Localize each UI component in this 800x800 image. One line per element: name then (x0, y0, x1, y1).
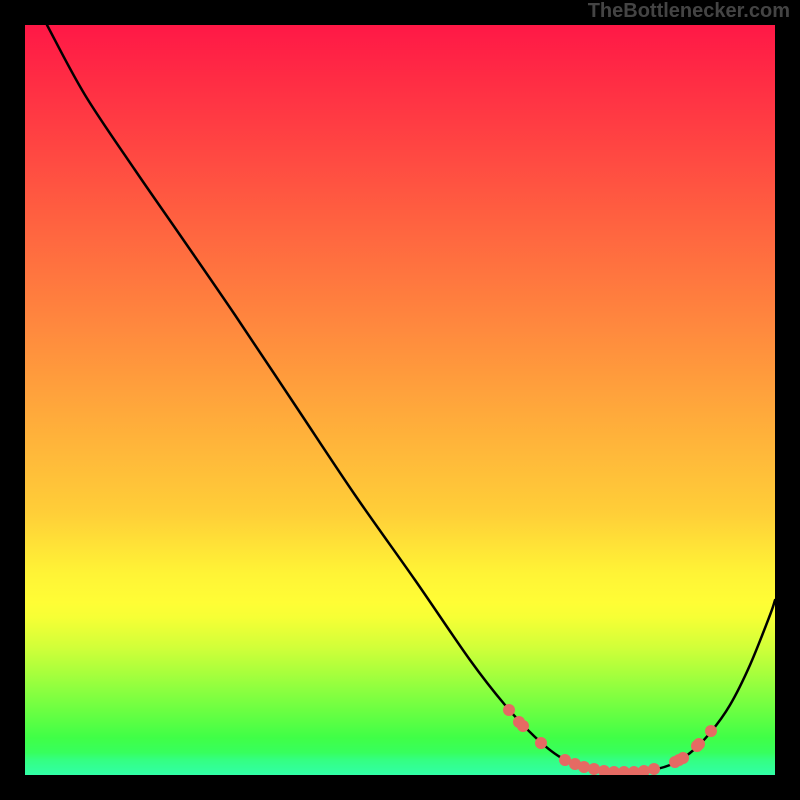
data-marker (535, 737, 547, 749)
attribution-label: TheBottlenecker.com (588, 0, 790, 23)
data-marker (578, 761, 590, 773)
gradient-background (25, 25, 775, 775)
data-marker (705, 725, 717, 737)
data-marker (677, 752, 689, 764)
bottleneck-chart (25, 25, 775, 775)
data-marker (693, 738, 705, 750)
data-marker (517, 720, 529, 732)
plot-area (25, 25, 775, 775)
data-marker (503, 704, 515, 716)
chart-container: TheBottlenecker.com (0, 0, 800, 800)
data-marker (588, 763, 600, 775)
data-marker (648, 763, 660, 775)
